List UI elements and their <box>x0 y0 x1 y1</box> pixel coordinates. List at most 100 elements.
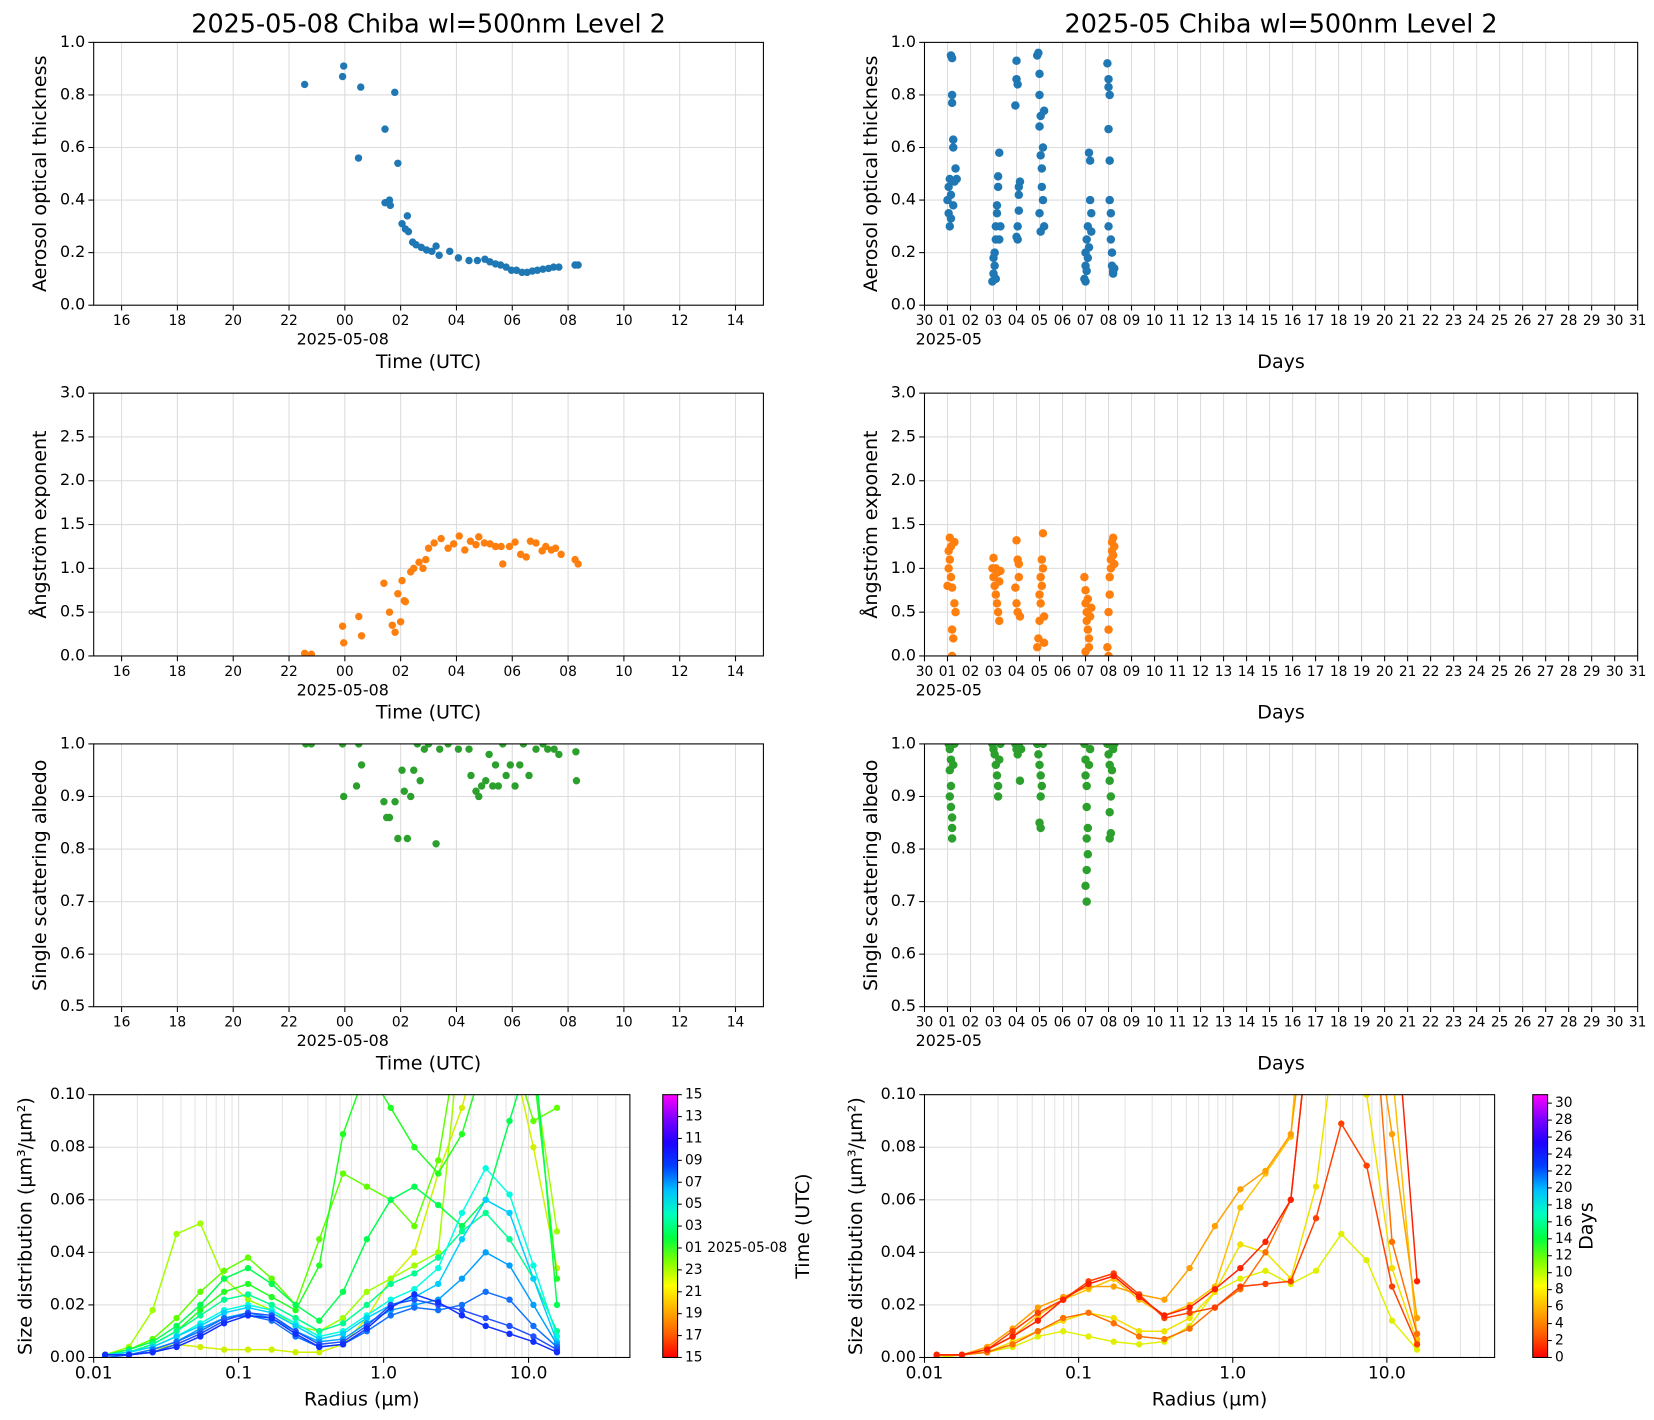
series-line <box>936 1094 1418 1356</box>
y-tick-label: 0.8 <box>891 84 916 103</box>
point <box>1013 222 1022 231</box>
panel: 30 01 02 03 04 05 06 07 08 09 10 11 12 13 14 15 16 17 18 19… <box>859 383 1646 724</box>
point <box>946 572 956 582</box>
point <box>357 761 366 769</box>
y-tick-label: 0.8 <box>891 839 916 858</box>
series-point <box>1211 1304 1219 1311</box>
point <box>416 776 424 785</box>
point <box>1038 529 1048 538</box>
series-point <box>1262 1249 1269 1256</box>
series-point <box>482 1249 489 1256</box>
point <box>945 555 955 564</box>
marks <box>300 62 582 277</box>
colorbar-tick-label: 09 <box>685 1152 703 1168</box>
point <box>1104 651 1113 656</box>
x-tick-label: 06 <box>1054 664 1072 680</box>
series-point <box>1287 1196 1294 1203</box>
series-point <box>244 1254 252 1261</box>
series-point <box>506 1039 512 1045</box>
y-tick-label: 0.0 <box>60 645 85 664</box>
point <box>1038 564 1048 573</box>
series-point <box>1135 1341 1143 1348</box>
series-line <box>105 1293 558 1356</box>
series-point <box>506 1209 513 1217</box>
series-point <box>958 1351 966 1358</box>
point <box>1034 750 1043 759</box>
series-line <box>105 1094 558 1356</box>
point <box>338 622 347 630</box>
series-point <box>387 1304 394 1311</box>
series-point <box>339 1288 347 1295</box>
x-tick-label: 1.0 <box>370 1362 397 1382</box>
colorbar-tick-label: 23 <box>685 1262 703 1278</box>
series-point <box>1389 1065 1395 1071</box>
x-tick-label: 0.1 <box>1065 1362 1092 1382</box>
x-tick-label: 03 <box>985 313 1003 329</box>
colorbar-tick-label: 03 <box>685 1218 703 1234</box>
series-point <box>530 1065 536 1071</box>
marks <box>944 743 1119 906</box>
series-point <box>506 1191 513 1198</box>
x-tick-label: 06 <box>504 313 522 329</box>
series-point <box>1363 1162 1370 1169</box>
x-tick-label: 0.01 <box>906 1362 944 1382</box>
y-tick-label: 0.0 <box>891 295 916 314</box>
x-tick-label: 02 <box>962 664 980 680</box>
point <box>991 274 1001 284</box>
x-tick-label: 23 <box>1445 313 1463 329</box>
marks <box>101 1039 561 1358</box>
point <box>391 798 399 806</box>
point <box>404 227 413 236</box>
point <box>516 761 524 769</box>
x-tick-label: 30 <box>1606 1015 1624 1031</box>
point <box>1035 90 1044 100</box>
x-tick-label: 16 <box>1284 664 1302 680</box>
point <box>302 743 310 748</box>
point <box>993 182 1003 192</box>
point <box>467 771 475 780</box>
x-tick-label: 15 <box>1261 1015 1279 1031</box>
y-tick-label: 0.5 <box>60 602 85 621</box>
series-point <box>530 1065 536 1071</box>
y-tick-label: 0.4 <box>60 190 85 209</box>
series-point <box>1363 1094 1370 1098</box>
colorbar-tick-label: 07 <box>685 1174 703 1190</box>
series-line <box>936 1094 1418 1356</box>
y-tick-label: 0.2 <box>60 242 85 261</box>
point <box>1108 533 1118 542</box>
x-tick-label: 12 <box>671 313 689 329</box>
colorbar-tick-label: 15 <box>685 1087 703 1103</box>
point <box>949 201 958 210</box>
panel: 0.01 0.1 1.0 10.0 0.00 0.02 0.04 0.06 0.08 0.10 Ra… <box>845 697 1597 1410</box>
series-point <box>1034 1328 1042 1335</box>
point <box>485 750 493 759</box>
y-tick-label: 1.0 <box>60 558 85 577</box>
series-point <box>1186 1314 1193 1322</box>
plot-frame <box>923 41 1639 306</box>
y-tick-label: 0.10 <box>50 1084 85 1103</box>
series-point <box>1135 1333 1143 1340</box>
series-point <box>1237 1283 1244 1290</box>
point <box>499 743 507 748</box>
y-axis-label: Aerosol optical thickness <box>29 56 51 293</box>
point <box>355 612 363 621</box>
series-point <box>1338 697 1344 703</box>
x-tick-label: 17 <box>1307 1015 1325 1031</box>
point <box>551 544 560 552</box>
point <box>511 782 519 790</box>
series-point <box>244 1304 252 1311</box>
series-point <box>197 1306 204 1314</box>
x-tick-label: 29 <box>1583 664 1601 680</box>
point <box>1038 143 1048 152</box>
series-point <box>1388 1317 1396 1324</box>
point <box>1014 559 1024 569</box>
series-point <box>1009 1328 1016 1335</box>
point <box>491 542 500 551</box>
point <box>1083 625 1093 634</box>
series-point <box>244 1280 252 1288</box>
colorbar-tick-label: 15 <box>685 1349 703 1365</box>
point <box>996 222 1005 231</box>
y-tick-label: 2.5 <box>891 426 916 445</box>
point <box>991 590 1001 599</box>
colorbar-label: Days <box>1575 1202 1597 1250</box>
